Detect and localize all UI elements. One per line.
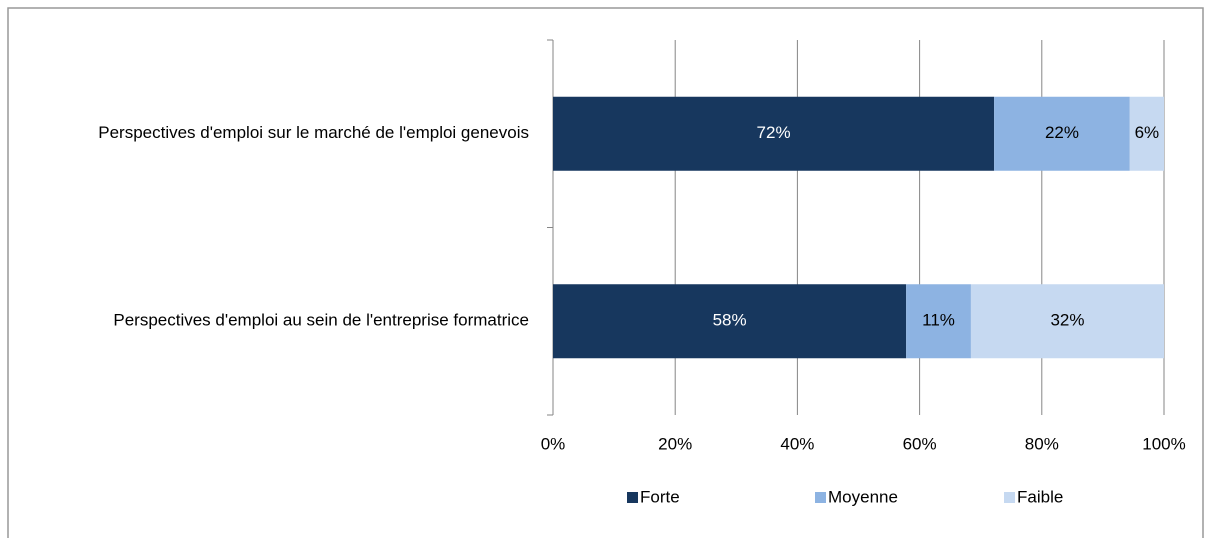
- bar-segment: [994, 96, 1130, 171]
- legend-swatch: [1004, 492, 1015, 503]
- data-label: 58%: [713, 311, 747, 330]
- bar-segment: [553, 284, 907, 359]
- data-label: 22%: [1045, 123, 1079, 142]
- legend-label: Forte: [640, 487, 680, 506]
- bar-segment: [906, 284, 971, 359]
- x-tick-label: 80%: [1025, 434, 1059, 453]
- data-label: 72%: [757, 123, 791, 142]
- x-tick-label: 100%: [1142, 434, 1185, 453]
- bar-segment: [553, 96, 995, 171]
- data-label: 11%: [922, 311, 955, 330]
- chart-frame: [7, 7, 1204, 538]
- legend-label: Faible: [1017, 487, 1063, 506]
- bar-segment: [970, 284, 1164, 359]
- legend-label: Moyenne: [828, 487, 898, 506]
- data-label: 32%: [1050, 311, 1084, 330]
- data-label: 6%: [1135, 123, 1160, 142]
- x-tick-label: 0%: [541, 434, 566, 453]
- bar-segment: [1129, 96, 1164, 171]
- legend-swatch: [627, 492, 638, 503]
- x-tick-label: 40%: [780, 434, 814, 453]
- legend-swatch: [815, 492, 826, 503]
- x-tick-label: 20%: [658, 434, 692, 453]
- y-tick-label: Perspectives d'emploi au sein de l'entre…: [113, 311, 529, 330]
- x-tick-label: 60%: [903, 434, 937, 453]
- y-tick-label: Perspectives d'emploi sur le marché de l…: [98, 123, 529, 142]
